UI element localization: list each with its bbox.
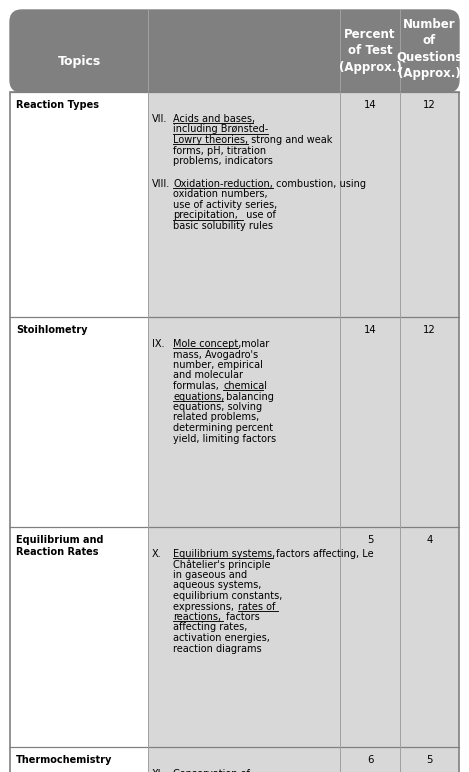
Text: use of activity series,: use of activity series, [173,200,277,210]
Text: oxidation numbers,: oxidation numbers, [173,189,268,199]
Text: 4: 4 [426,535,433,545]
Text: number, empirical: number, empirical [173,360,263,370]
FancyBboxPatch shape [10,10,459,92]
Text: 6: 6 [367,755,373,765]
Text: VII.: VII. [152,114,167,124]
Text: reaction diagrams: reaction diagrams [173,644,262,654]
Text: strong and weak: strong and weak [248,135,333,145]
Text: formulas,: formulas, [173,381,222,391]
Bar [148,92,340,317]
Bar [400,92,459,317]
Bar [340,92,400,317]
Text: 14: 14 [363,325,377,335]
Bar [340,747,400,772]
Text: in gaseous and: in gaseous and [173,570,247,580]
Text: use of: use of [243,211,276,221]
Text: XI.: XI. [152,769,165,772]
Bar [148,317,340,527]
Text: related problems,: related problems, [173,412,259,422]
Text: IX.: IX. [152,339,165,349]
Text: 14: 14 [363,100,377,110]
Text: Equilibrium systems,: Equilibrium systems, [173,549,275,559]
Text: combustion, using: combustion, using [273,179,366,189]
Text: 5: 5 [367,535,373,545]
Text: factors: factors [223,612,260,622]
Text: including Brønsted-: including Brønsted- [173,124,268,134]
Text: Percent
of Test
(Approx.): Percent of Test (Approx.) [339,28,401,74]
Bar [400,317,459,527]
Text: factors affecting, Le: factors affecting, Le [273,549,374,559]
Text: equations, solving: equations, solving [173,402,262,412]
Text: 12: 12 [423,325,436,335]
Text: equilibrium constants,: equilibrium constants, [173,591,282,601]
Bar [10,317,148,527]
Bar [10,92,148,317]
Text: 12: 12 [423,100,436,110]
Text: Equilibrium and
Reaction Rates: Equilibrium and Reaction Rates [16,535,104,557]
Text: basic solubility rules: basic solubility rules [173,221,273,231]
Text: Acids and bases,: Acids and bases, [173,114,255,124]
Text: precipitation,: precipitation, [173,211,238,221]
Text: affecting rates,: affecting rates, [173,622,247,632]
Text: Reaction Types: Reaction Types [16,100,99,110]
Bar [400,747,459,772]
Bar [340,317,400,527]
Text: determining percent: determining percent [173,423,273,433]
Text: Thermochemistry: Thermochemistry [16,755,113,765]
Text: Lowry theories,: Lowry theories, [173,135,248,145]
Bar [400,527,459,747]
Bar [340,527,400,747]
Text: Stoihlometry: Stoihlometry [16,325,88,335]
Text: and molecular: and molecular [173,371,243,381]
Text: equations,: equations, [173,391,224,401]
Text: X.: X. [152,549,162,559]
Text: molar: molar [238,339,269,349]
Text: Châtelier's principle: Châtelier's principle [173,560,271,570]
Text: Oxidation-reduction,: Oxidation-reduction, [173,179,273,189]
Bar [148,527,340,747]
Text: mass, Avogadro's: mass, Avogadro's [173,350,258,360]
Text: balancing: balancing [223,391,274,401]
Text: Mole concept,: Mole concept, [173,339,242,349]
Text: rates of: rates of [238,601,275,611]
Text: yield, limiting factors: yield, limiting factors [173,434,276,443]
Text: aqueous systems,: aqueous systems, [173,581,261,591]
Text: VIII.: VIII. [152,179,170,189]
Text: Number
of
Questions
(Approx.): Number of Questions (Approx.) [396,18,462,80]
Text: problems, indicators: problems, indicators [173,156,273,166]
Bar [148,747,340,772]
Bar [10,527,148,747]
Text: Topics: Topics [57,55,101,67]
Text: reactions,: reactions, [173,612,221,622]
Text: chemical: chemical [223,381,267,391]
Text: Conservation of: Conservation of [173,769,250,772]
Text: 5: 5 [426,755,433,765]
Text: forms, pH, titration: forms, pH, titration [173,145,266,155]
Bar [10,747,148,772]
Text: expressions,: expressions, [173,601,237,611]
Text: activation energies,: activation energies, [173,633,270,643]
